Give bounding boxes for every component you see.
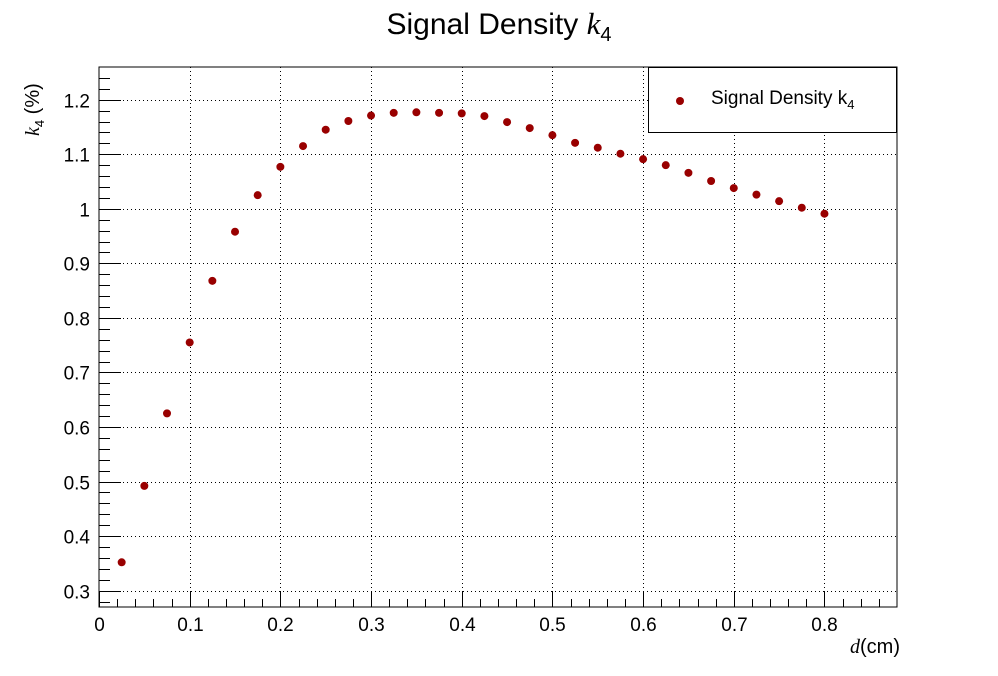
data-point	[593, 143, 602, 152]
y-tick-label: 1.2	[64, 92, 90, 113]
legend: Signal Density k4	[648, 67, 897, 133]
data-point	[185, 338, 194, 347]
x-axis-label: d(cm)	[850, 636, 900, 658]
y-tick-label: 0.8	[64, 310, 90, 331]
data-point	[525, 124, 534, 133]
data-point	[435, 108, 444, 117]
x-tick-label: 0.6	[630, 615, 656, 636]
data-point	[571, 138, 580, 147]
chart-title: Signal Density k4	[386, 6, 612, 46]
data-point	[412, 108, 421, 117]
data-point	[661, 161, 670, 170]
data-point	[503, 118, 512, 127]
data-point	[820, 209, 829, 218]
y-tick-label: 0.7	[64, 364, 90, 385]
data-point	[140, 481, 149, 490]
data-point	[367, 111, 376, 120]
x-tick-label: 0.1	[177, 615, 203, 636]
data-point	[684, 168, 693, 177]
data-point	[231, 227, 240, 236]
legend-label: Signal Density k4	[711, 88, 855, 112]
data-point	[163, 409, 172, 418]
x-tick-label: 0.8	[811, 615, 837, 636]
y-tick-label: 0.6	[64, 419, 90, 440]
data-point	[117, 558, 126, 567]
legend-marker	[676, 97, 684, 105]
data-point	[389, 108, 398, 117]
x-tick-label: 0.7	[721, 615, 747, 636]
data-point	[752, 190, 761, 199]
grid	[99, 67, 897, 607]
x-tick-label: 0.3	[358, 615, 384, 636]
y-tick-label: 0.4	[64, 528, 91, 549]
data-point	[457, 109, 466, 118]
x-tick-label: 0.5	[539, 615, 565, 636]
plot-frame	[98, 66, 898, 608]
data-points	[117, 108, 829, 567]
data-point	[208, 276, 217, 285]
y-tick-label: 0.3	[64, 583, 90, 604]
y-tick-labels: 0.3 0.4 0.5 0.6 0.7 0.8 0.9 1 1.1 1.2	[64, 92, 91, 604]
y-tick-label: 0.5	[64, 474, 90, 495]
x-tick-label: 0	[94, 615, 105, 636]
y-tick-label: 0.9	[64, 255, 90, 276]
data-point	[344, 117, 353, 125]
data-point	[299, 142, 308, 151]
data-point	[548, 131, 557, 140]
data-point	[253, 191, 262, 200]
x-tick-labels: 0 0.1 0.2 0.3 0.4 0.5 0.6 0.7 0.8	[94, 615, 838, 636]
data-point	[775, 197, 784, 206]
y-tick-label: 1	[79, 201, 90, 222]
y-tick-label: 1.1	[64, 146, 90, 167]
axis-ticks	[99, 78, 880, 607]
data-point	[729, 184, 738, 193]
x-tick-label: 0.2	[267, 615, 293, 636]
y-axis-label: k4 (%)	[22, 83, 47, 136]
data-point	[276, 162, 285, 171]
data-point	[616, 149, 625, 158]
x-tick-label: 0.4	[449, 615, 476, 636]
data-point	[797, 203, 806, 212]
data-point	[639, 155, 648, 164]
data-point	[707, 177, 716, 185]
data-point	[321, 125, 330, 134]
data-point	[480, 112, 489, 121]
